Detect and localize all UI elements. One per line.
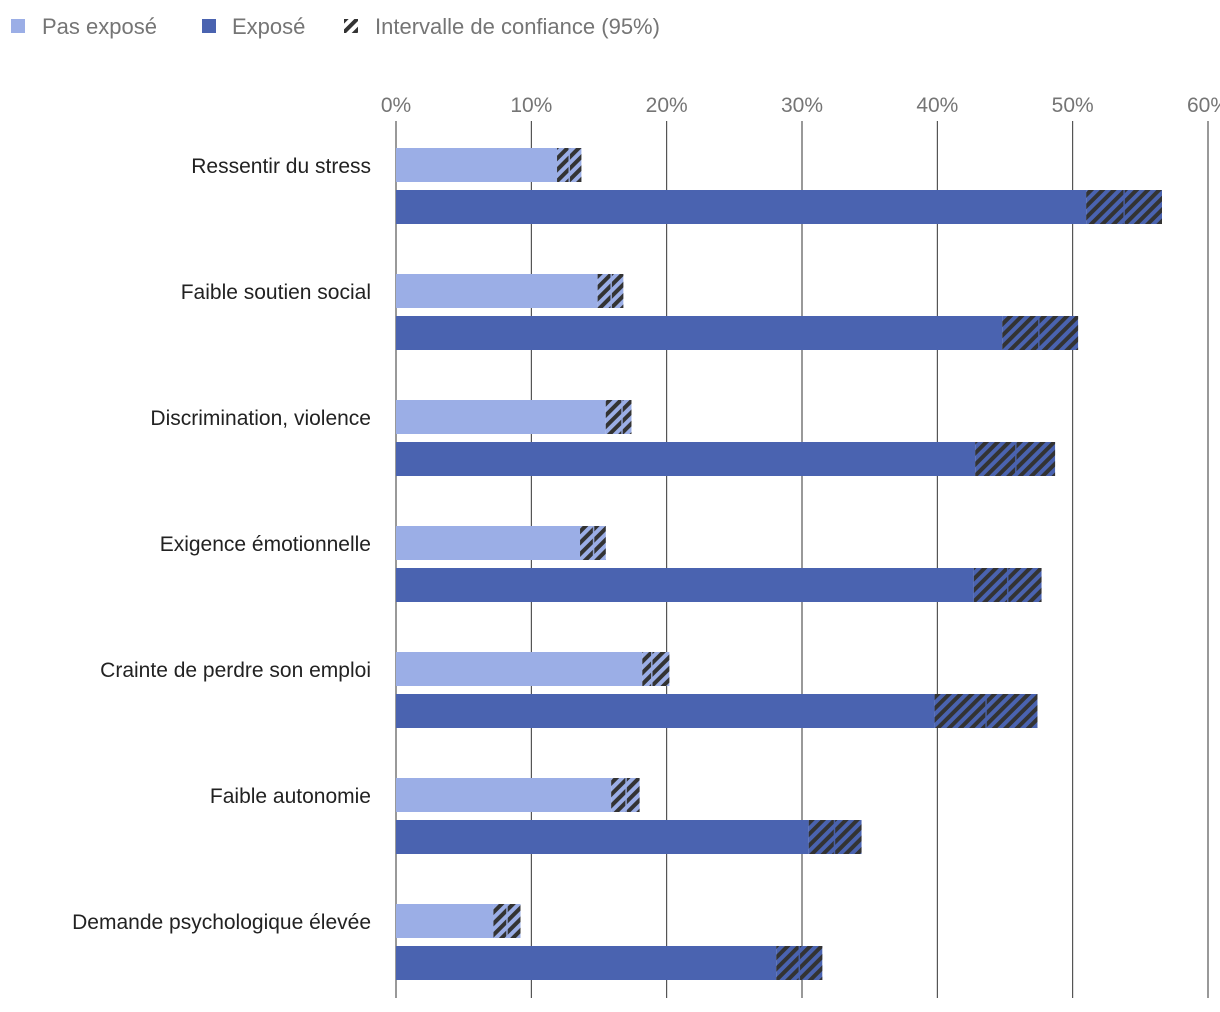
tick-label: 0%: [381, 94, 411, 117]
tick-label: 50%: [1052, 94, 1094, 117]
category-label: Faible soutien social: [181, 281, 371, 304]
bar-pas-expose[interactable]: [396, 778, 612, 812]
category-label: Demande psychologique élevée: [72, 911, 371, 934]
bars: [396, 148, 1162, 980]
bar-expose[interactable]: [396, 442, 976, 476]
category-label: Faible autonomie: [210, 785, 371, 808]
legend: Pas exposé Exposé Intervalle de confianc…: [11, 14, 660, 39]
bar-pas-expose[interactable]: [396, 400, 606, 434]
legend-swatch-pas-expose: [11, 19, 25, 33]
legend-label-confidence-interval: Intervalle de confiance (95%): [375, 14, 660, 39]
legend-item-confidence-interval[interactable]: Intervalle de confiance (95%): [344, 14, 660, 39]
ci-hatch-expose: [1002, 316, 1079, 350]
bar-pas-expose[interactable]: [396, 652, 643, 686]
category-label: Discrimination, violence: [150, 407, 371, 430]
bar-expose[interactable]: [396, 190, 1087, 224]
category-labels: Ressentir du stress Faible soutien social…: [72, 155, 371, 934]
ci-hatch-pas-expose: [642, 652, 670, 686]
x-axis-ticks: 0% 10% 20% 30% 40% 50% 60%: [381, 94, 1220, 117]
legend-label-expose: Exposé: [232, 14, 305, 39]
tick-label: 20%: [646, 94, 688, 117]
legend-item-expose[interactable]: Exposé: [202, 14, 305, 39]
legend-label-pas-expose: Pas exposé: [42, 14, 157, 39]
bar-expose[interactable]: [396, 820, 809, 854]
tick-label: 40%: [916, 94, 958, 117]
legend-item-pas-expose[interactable]: Pas exposé: [11, 14, 157, 39]
category-label: Exigence émotionnelle: [160, 533, 371, 556]
bar-pas-expose[interactable]: [396, 904, 494, 938]
ci-hatch-pas-expose: [605, 400, 632, 434]
tick-label: 60%: [1187, 94, 1220, 117]
bar-pas-expose[interactable]: [396, 526, 581, 560]
bar-expose[interactable]: [396, 694, 935, 728]
bar-expose[interactable]: [396, 316, 1003, 350]
legend-swatch-expose: [202, 19, 216, 33]
category-label: Ressentir du stress: [191, 155, 371, 178]
hatch-icon: [344, 19, 358, 33]
bar-pas-expose[interactable]: [396, 148, 558, 182]
tick-label: 10%: [510, 94, 552, 117]
bar-expose[interactable]: [396, 568, 974, 602]
category-label: Crainte de perdre son emploi: [100, 659, 371, 682]
bar-pas-expose[interactable]: [396, 274, 598, 308]
gridlines: [395, 121, 1209, 998]
bar-expose[interactable]: [396, 946, 777, 980]
tick-label: 30%: [781, 94, 823, 117]
